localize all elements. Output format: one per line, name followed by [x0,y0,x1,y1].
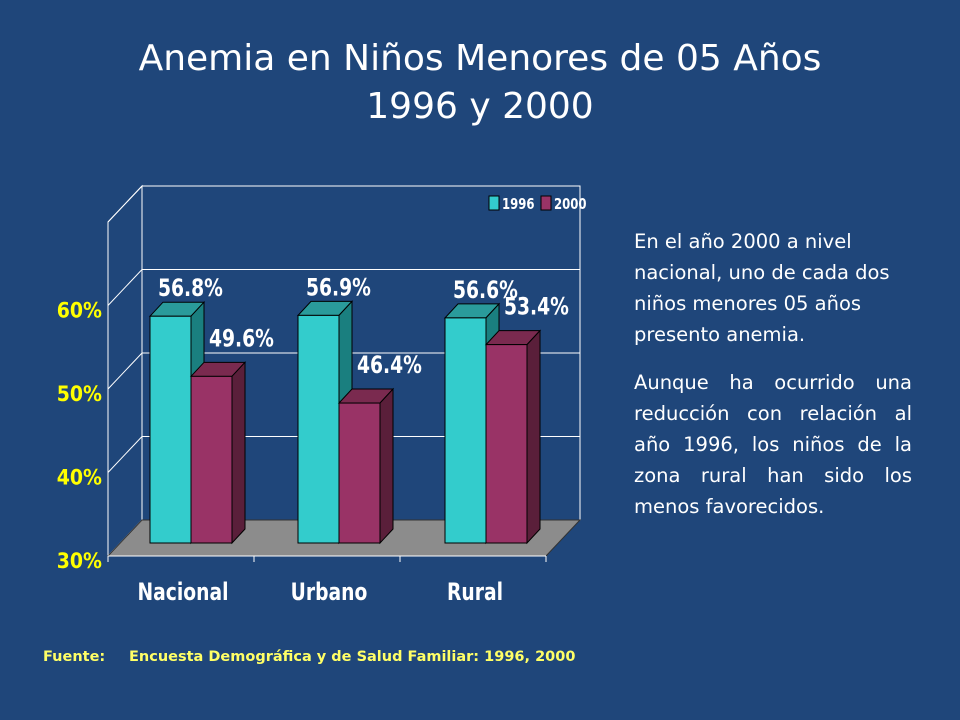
gridline-3 [107,269,580,306]
data-label-2000-Rural: 53.4% [504,293,569,321]
y-tick-label-3: 60% [57,298,102,323]
legend-swatch-1996 [488,195,500,211]
x-category-label-1: Urbano [291,579,368,607]
gridline-top [107,185,580,223]
legend-label-2000: 2000 [554,197,587,214]
bar-1996-Rural [444,317,487,544]
gridline-1 [107,436,580,473]
source-label: Fuente: [43,649,106,665]
y-tick-label-1: 40% [57,465,102,490]
data-label-1996-Urbano: 56.9% [306,274,371,302]
data-label-2000-Nacional: 49.6% [209,325,274,353]
chart-bars [148,300,542,545]
legend-swatch-2000 [540,195,552,211]
source-text: Encuesta Demográfica y de Salud Familiar… [129,649,576,665]
data-label-2000-Urbano: 46.4% [357,352,422,380]
x-category-label-2: Rural [447,579,503,607]
data-label-1996-Rural: 56.6% [453,277,518,305]
bar-2000-Rural [485,344,528,544]
bar-2000-Nacional [190,375,233,544]
slide-title-line-1: Anemia en Niños Menores de 05 Años [138,38,822,79]
bar-2000-Urbano [338,402,381,544]
y-tick-label-0: 30% [57,548,102,573]
gridline-2 [107,352,580,390]
chart-labels: 30% 40% 50% 60% 56.8% 49.6% Nacional 56.9% 46.4%… [57,274,569,606]
legend-label-1996: 1996 [502,197,535,214]
bar-side-2000-Urbano [379,387,394,545]
data-label-1996-Nacional: 56.8% [158,275,223,303]
bar-side-2000-Nacional [231,361,246,545]
summary-paragraph-1: En el año 2000 a nivel nacional, uno de … [634,230,890,346]
chart-legend: 1996 2000 [488,195,587,214]
summary-paragraph-2: Aunque ha ocurrido una reducción con rel… [634,371,912,518]
bar-side-2000-Rural [526,329,541,545]
slide-title-line-2: 1996 y 2000 [366,86,594,127]
bar-1996-Urbano [297,314,340,544]
y-tick-label-2: 50% [57,381,102,406]
bar-1996-Nacional [149,315,192,544]
x-category-label-0: Nacional [137,579,228,607]
